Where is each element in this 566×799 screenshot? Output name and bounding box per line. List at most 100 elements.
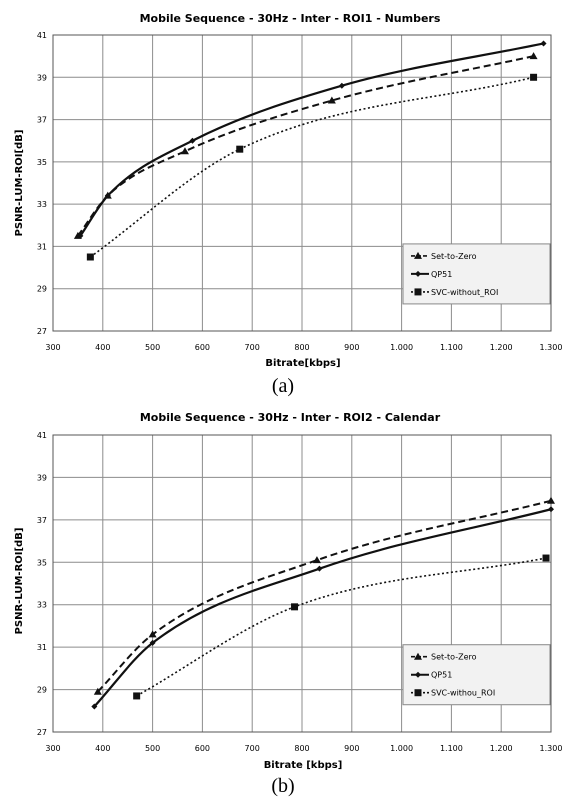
y-tick-label: 41 [37,431,47,440]
data-point [77,232,84,239]
series-set-to-zero [73,52,538,239]
y-tick-label: 27 [37,728,47,737]
chart-a-svg: Mobile Sequence - 30Hz - Inter - ROI1 - … [14,12,563,397]
legend-marker [414,288,422,296]
data-point [530,73,538,81]
legend-marker [415,270,421,277]
y-tick-label: 31 [37,242,47,251]
x-axis-label: Bitrate [kbps] [264,760,343,771]
legend-label: SVC-without_ROI [431,288,498,297]
series-line [89,76,534,258]
x-tick-label: 700 [245,744,260,753]
legend: Set-to-Zero QP51 SVC-withou_ROI [402,644,551,706]
legend-label: Set-to-Zero [431,252,477,261]
y-tick-label: 31 [37,643,47,652]
series-qp51 [91,506,554,710]
x-axis-label: Bitrate[kbps] [265,358,340,369]
data-point [91,703,98,710]
series-line [136,557,547,697]
data-point [327,96,336,104]
x-tick-label: 400 [95,744,110,753]
data-point [148,630,157,638]
data-point [104,192,111,199]
data-point [542,554,550,562]
legend-label: QP51 [431,270,452,279]
x-tick-label: 1.300 [540,343,563,352]
x-tick-label: 800 [294,744,309,753]
y-axis-label: PSNR-LUM-ROI[dB] [14,528,25,635]
series-qp51 [77,40,547,239]
data-point [316,565,323,572]
series-line [77,55,534,237]
legend-label: SVC-withou_ROI [431,689,495,698]
series-line [93,508,552,708]
legend-marker [414,652,422,660]
data-point [180,147,189,155]
x-tick-label: 600 [195,744,210,753]
data-point [189,137,196,144]
data-point [291,603,299,611]
x-tick-label: 1.000 [390,744,413,753]
x-tick-label: 800 [294,343,309,352]
y-tick-label: 29 [37,686,47,695]
chart-b: Mobile Sequence - 30Hz - Inter - ROI2 - … [0,399,566,799]
y-tick-label: 27 [37,327,47,336]
data-point [93,687,102,695]
legend-label: Set-to-Zero [431,653,477,662]
legend-marker [414,689,422,697]
x-tick-label: 400 [95,343,110,352]
data-point [540,40,547,47]
data-point [312,556,321,564]
y-tick-label: 39 [37,73,47,82]
y-tick-label: 35 [37,158,47,167]
plot-frame [52,34,552,332]
y-tick-label: 41 [37,31,47,40]
chart-title: Mobile Sequence - 30Hz - Inter - ROI2 - … [140,411,441,424]
y-tick-label: 39 [37,473,47,482]
legend-marker [415,671,421,678]
y-tick-label: 29 [37,285,47,294]
data-point [338,82,345,89]
x-tick-label: 900 [344,343,359,352]
data-point [149,639,156,646]
series-svc-without-roi [86,73,538,261]
x-tick-label: 700 [245,343,260,352]
x-tick-label: 500 [145,343,160,352]
x-tick-label: 1.100 [440,343,463,352]
chart-b-svg: Mobile Sequence - 30Hz - Inter - ROI2 - … [14,411,563,797]
x-tick-label: 500 [145,744,160,753]
chart-a: Mobile Sequence - 30Hz - Inter - ROI1 - … [0,0,566,399]
y-tick-label: 37 [37,516,47,525]
legend-label: QP51 [431,671,452,680]
caption: (a) [272,375,294,397]
data-point [548,506,554,513]
y-tick-label: 35 [37,558,47,567]
x-tick-label: 600 [195,343,210,352]
legend-marker [414,251,422,259]
x-tick-label: 1.200 [490,343,513,352]
series-set-to-zero [93,496,555,695]
data-point [133,692,141,700]
series-svc-withou-roi [133,554,550,700]
data-point [529,52,538,60]
series-line [97,499,552,693]
data-point [236,145,244,153]
x-tick-label: 300 [45,744,60,753]
plot-frame [52,434,552,733]
y-tick-label: 37 [37,116,47,125]
caption: (b) [271,775,294,797]
x-tick-label: 1.000 [390,343,413,352]
data-point [547,496,555,504]
y-tick-label: 33 [37,200,47,209]
series-line [79,42,544,237]
x-tick-label: 1.300 [540,744,563,753]
data-point [86,253,94,261]
x-tick-label: 300 [45,343,60,352]
chart-title: Mobile Sequence - 30Hz - Inter - ROI1 - … [140,12,441,25]
y-axis-label: PSNR-LUM-ROI[dB] [14,130,25,237]
x-tick-label: 1.100 [440,744,463,753]
x-tick-label: 1.200 [490,744,513,753]
x-tick-label: 900 [344,744,359,753]
y-tick-label: 33 [37,601,47,610]
